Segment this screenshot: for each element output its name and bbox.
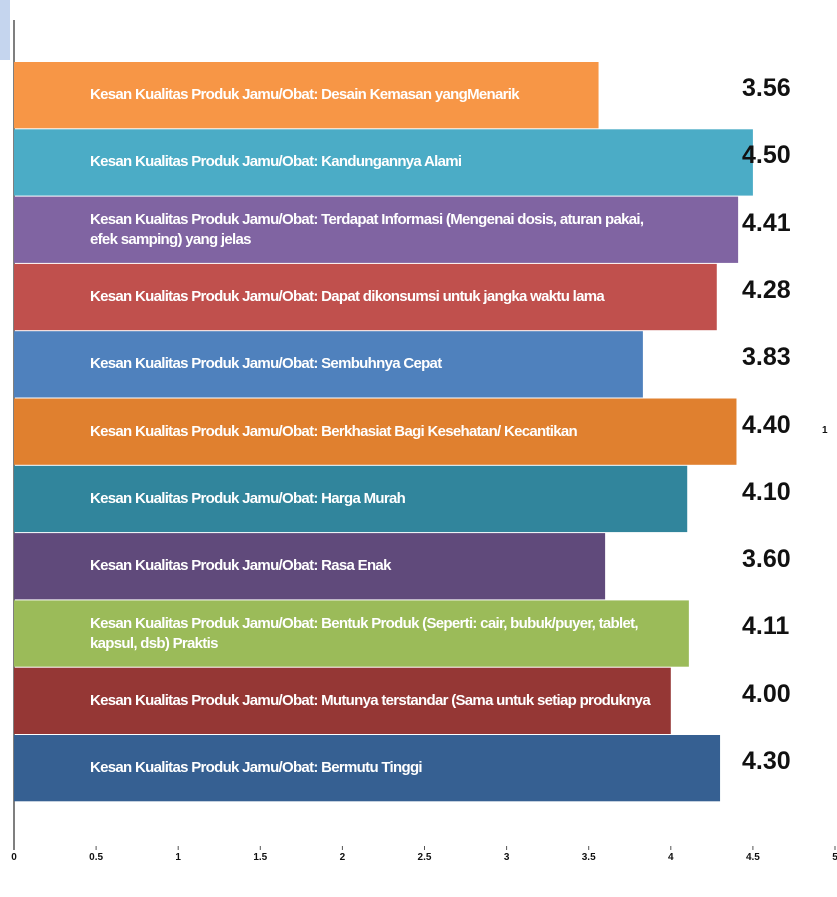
bar-label: Kesan Kualitas Produk Jamu/Obat: Bentuk … <box>90 614 639 652</box>
value-label: 4.50 <box>742 141 791 170</box>
x-tick-label: 1.5 <box>253 852 268 863</box>
bar-label: Kesan Kualitas Produk Jamu/Obat: Harga M… <box>90 489 406 507</box>
x-tick-label: 5 <box>832 852 837 863</box>
x-tick-label: 0 <box>11 852 17 863</box>
x-tick-label: 2 <box>339 852 346 863</box>
bar <box>14 263 717 331</box>
bar <box>14 196 739 263</box>
bar <box>14 735 721 802</box>
x-tick-label: 4 <box>668 852 674 863</box>
annotation: 1 <box>822 425 828 436</box>
value-label: 4.10 <box>742 477 791 506</box>
value-label: 4.00 <box>742 679 791 708</box>
bar <box>14 62 599 129</box>
bar-label: Kesan Kualitas Produk Jamu/Obat: Sembuhn… <box>90 355 442 373</box>
x-tick-label: 0.5 <box>89 852 104 863</box>
bar <box>14 398 737 465</box>
value-label: 4.40 <box>742 410 791 439</box>
x-tick-label: 3 <box>503 852 510 863</box>
value-label: 4.41 <box>742 208 791 237</box>
value-label: 3.56 <box>742 74 791 102</box>
bar-label: Kesan Kualitas Produk Jamu/Obat: Bermutu… <box>90 759 423 777</box>
bar-label: Kesan Kualitas Produk Jamu/Obat: Dapat d… <box>90 288 605 306</box>
bar <box>14 600 689 667</box>
bar <box>14 331 643 398</box>
bar-label: Kesan Kualitas Produk Jamu/Obat: Kandung… <box>90 153 462 171</box>
x-tick-label: 3.5 <box>581 852 596 863</box>
value-label: 4.11 <box>742 612 790 641</box>
bar-label: Kesan Kualitas Produk Jamu/Obat: Desain … <box>90 86 520 104</box>
x-tick-label: 4.5 <box>745 852 760 863</box>
bar-label: Kesan Kualitas Produk Jamu/Obat: Mutunya… <box>90 691 651 709</box>
bar <box>14 129 753 196</box>
x-tick-label: 1 <box>175 852 181 863</box>
bar-label: Kesan Kualitas Produk Jamu/Obat: Rasa En… <box>90 557 391 575</box>
x-tick-label: 2.5 <box>417 852 432 863</box>
bar <box>14 667 671 734</box>
bar <box>14 533 606 600</box>
bar-label: Kesan Kualitas Produk Jamu/Obat: Berkhas… <box>90 422 578 440</box>
value-label: 4.28 <box>742 275 791 304</box>
bar-label: Kesan Kualitas Produk Jamu/Obat: Terdapa… <box>90 210 644 248</box>
bar <box>14 465 688 533</box>
decoration <box>0 0 10 60</box>
value-label: 4.30 <box>742 747 791 775</box>
value-label: 3.60 <box>742 545 791 574</box>
value-label: 3.83 <box>742 343 791 372</box>
